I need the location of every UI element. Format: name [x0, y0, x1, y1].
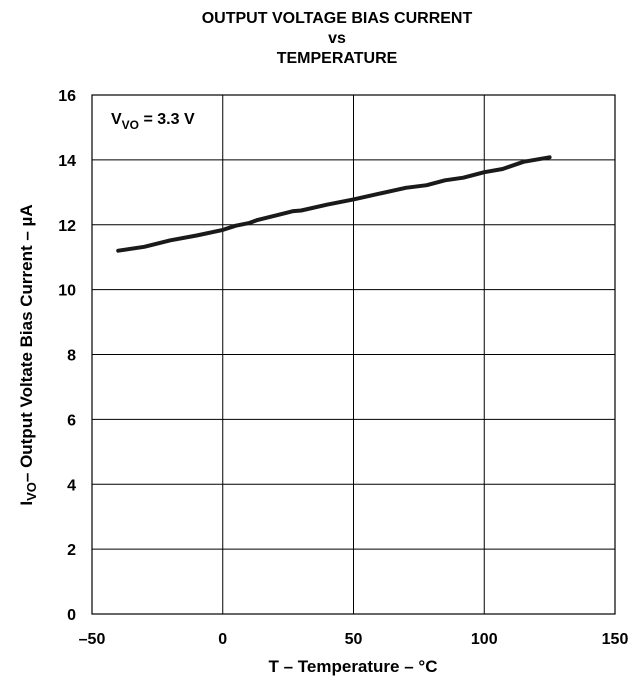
annotation-main: V — [111, 111, 122, 128]
chart-title-line-1: OUTPUT VOLTAGE BIAS CURRENT — [202, 10, 473, 27]
annotation-vvo: VVO = 3.3 V — [111, 111, 195, 132]
y-axis-label: IVO– Output Voltate Bias Current – µA — [17, 204, 39, 505]
x-axis-label: T – Temperature – °C — [269, 657, 438, 676]
annotation-sub: VO — [122, 118, 139, 132]
y-tick-label: 0 — [67, 607, 76, 624]
y-tick-label: 14 — [58, 153, 76, 170]
series-line — [116, 155, 552, 253]
y-tick-label: 16 — [58, 88, 76, 105]
y-tick-label: 6 — [67, 412, 76, 429]
y-tick-labels: 0 2 4 6 8 10 12 14 16 — [58, 88, 76, 624]
x-tick-label: 0 — [218, 631, 227, 648]
x-tick-label: 150 — [602, 631, 629, 648]
y-tick-label: 4 — [67, 477, 76, 494]
x-tick-label: –50 — [79, 631, 106, 648]
x-tick-labels: –50 0 50 100 150 — [79, 631, 629, 648]
y-axis-label-rest: – Output Voltate Bias Current – µA — [17, 204, 36, 482]
chart-title-line-3: TEMPERATURE — [277, 50, 398, 67]
x-tick-label: 100 — [471, 631, 498, 648]
chart-title-line-2: vs — [328, 30, 346, 47]
x-tick-label: 50 — [345, 631, 363, 648]
y-tick-label: 10 — [58, 283, 76, 300]
y-axis-label-main: I — [17, 501, 36, 506]
annotation-rest: = 3.3 V — [139, 111, 195, 128]
y-axis-label-sub: VO — [24, 482, 39, 501]
plot-frame — [91, 94, 616, 615]
y-tick-label: 2 — [67, 542, 76, 559]
y-tick-label: 12 — [58, 218, 76, 235]
grid — [91, 94, 616, 615]
y-tick-label: 8 — [67, 348, 76, 365]
